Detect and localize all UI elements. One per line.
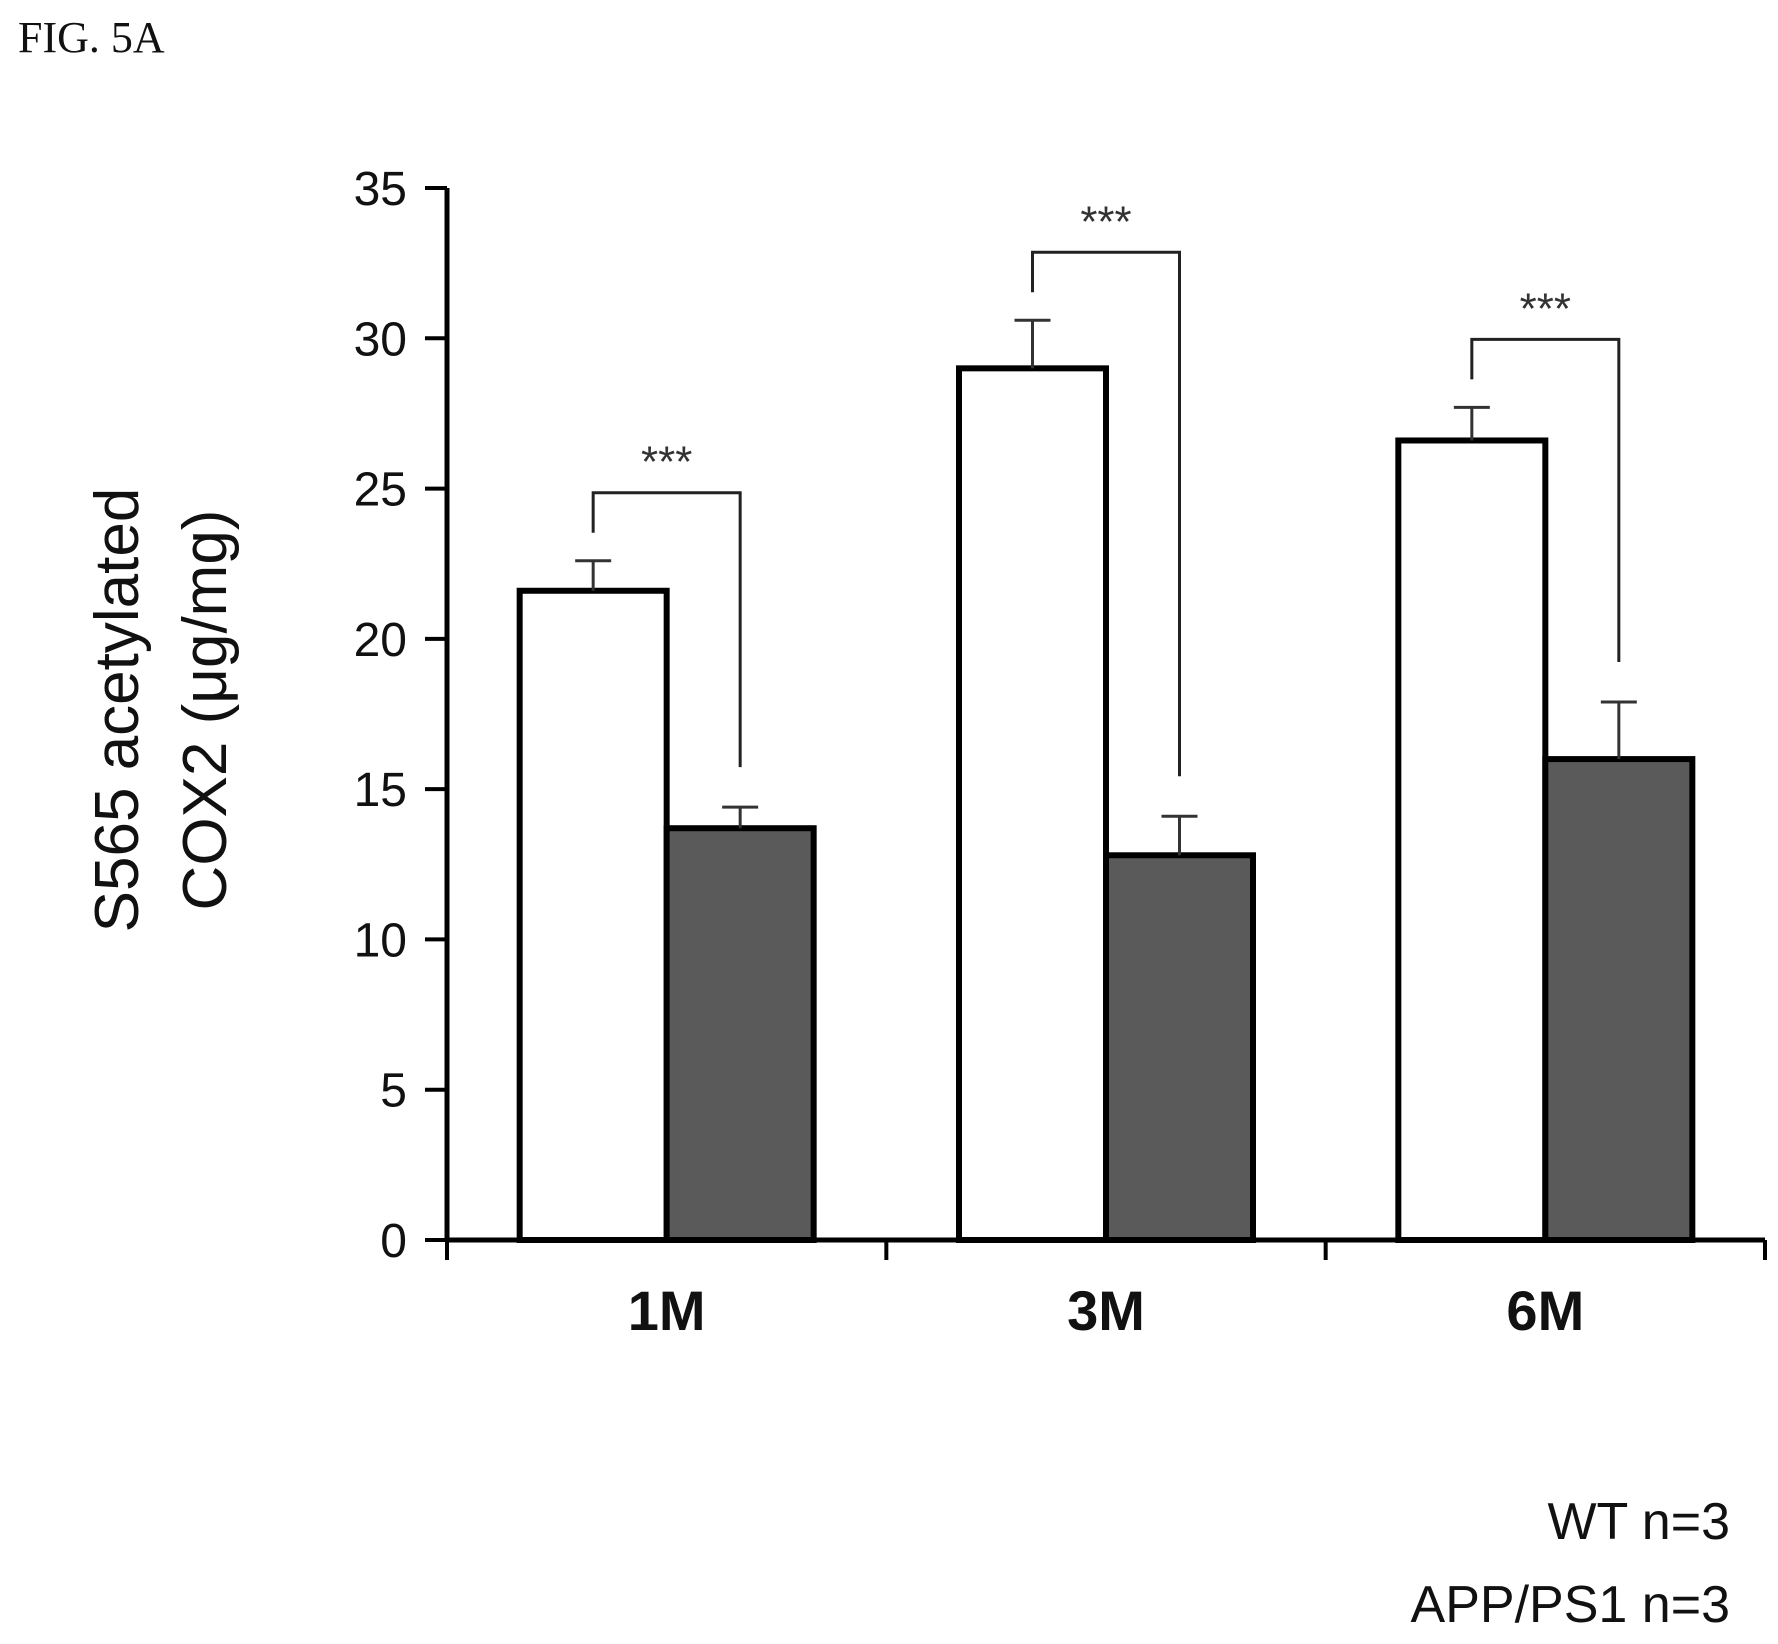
y-tick-label: 5 [380, 1065, 407, 1118]
y-tick-label: 20 [354, 614, 407, 667]
bar-1M-app-ps1 [663, 825, 817, 1244]
bar-3M-wt [956, 365, 1109, 1244]
y-tick-label: 15 [354, 764, 407, 817]
y-axis-label: S565 acetylated COX2 (μg/mg) [83, 488, 240, 933]
legend-entry-wt: WT n=3 [1547, 1493, 1730, 1551]
significance-brackets: *** *** *** [591, 197, 1621, 777]
significance-bracket [1470, 337, 1621, 662]
category-label: 1M [628, 1279, 706, 1342]
y-axis-label-line-1: S565 acetylated [83, 488, 152, 933]
y-tick-label: 30 [354, 313, 407, 366]
category-label: 3M [1067, 1279, 1145, 1342]
bar-3M-app-ps1 [1103, 852, 1256, 1243]
bars [516, 365, 1696, 1244]
significance-bracket [591, 491, 742, 768]
y-axis-label-line-2: COX2 (μg/mg) [171, 510, 240, 911]
y-tick-label: 10 [354, 914, 407, 967]
significance-label: *** [1080, 197, 1131, 246]
y-tick-label: 35 [354, 163, 407, 216]
significance-label: *** [641, 438, 692, 487]
y-tick-label: 0 [380, 1215, 407, 1268]
legend-entry-app-ps1: APP/PS1 n=3 [1411, 1576, 1730, 1634]
bar-6M-app-ps1 [1542, 756, 1696, 1243]
error-bars [575, 318, 1637, 856]
legend: WT n=3 APP/PS1 n=3 [1411, 1493, 1730, 1634]
bar-6M-wt [1395, 437, 1549, 1244]
y-tick-label: 25 [354, 464, 407, 517]
category-label: 6M [1506, 1279, 1584, 1342]
y-ticks: 0 5 10 15 20 25 30 35 [354, 163, 447, 1268]
category-labels: 1M 3M 6M [628, 1279, 1584, 1342]
significance-label: *** [1520, 284, 1571, 333]
significance-bracket [1031, 250, 1181, 777]
bar-1M-wt [516, 587, 670, 1243]
figure-label: FIG. 5A [18, 13, 165, 62]
